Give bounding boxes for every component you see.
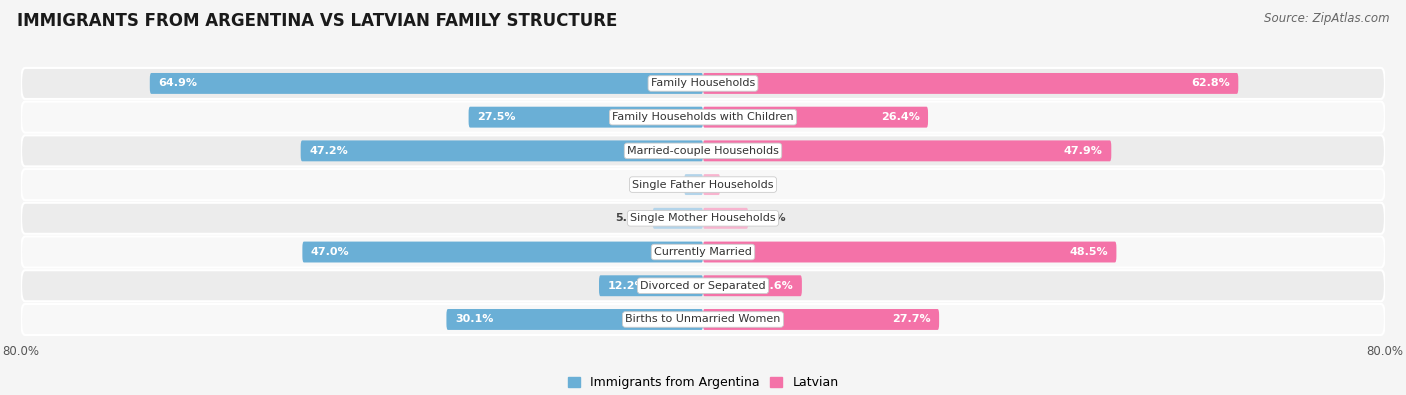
Text: 26.4%: 26.4% <box>880 112 920 122</box>
Text: Married-couple Households: Married-couple Households <box>627 146 779 156</box>
FancyBboxPatch shape <box>703 174 720 195</box>
Text: 47.2%: 47.2% <box>309 146 347 156</box>
Legend: Immigrants from Argentina, Latvian: Immigrants from Argentina, Latvian <box>562 371 844 394</box>
Text: 5.9%: 5.9% <box>614 213 645 223</box>
FancyBboxPatch shape <box>21 169 1385 200</box>
Text: IMMIGRANTS FROM ARGENTINA VS LATVIAN FAMILY STRUCTURE: IMMIGRANTS FROM ARGENTINA VS LATVIAN FAM… <box>17 12 617 30</box>
Text: 27.5%: 27.5% <box>477 112 516 122</box>
Text: 48.5%: 48.5% <box>1069 247 1108 257</box>
FancyBboxPatch shape <box>21 203 1385 234</box>
Text: 11.6%: 11.6% <box>755 281 793 291</box>
FancyBboxPatch shape <box>21 270 1385 301</box>
Text: 12.2%: 12.2% <box>607 281 647 291</box>
FancyBboxPatch shape <box>21 304 1385 335</box>
FancyBboxPatch shape <box>703 140 1111 161</box>
Text: Family Households with Children: Family Households with Children <box>612 112 794 122</box>
Text: Source: ZipAtlas.com: Source: ZipAtlas.com <box>1264 12 1389 25</box>
FancyBboxPatch shape <box>652 208 703 229</box>
Text: Family Households: Family Households <box>651 79 755 88</box>
FancyBboxPatch shape <box>703 107 928 128</box>
FancyBboxPatch shape <box>21 237 1385 267</box>
Text: 47.0%: 47.0% <box>311 247 350 257</box>
FancyBboxPatch shape <box>302 242 703 263</box>
Text: 64.9%: 64.9% <box>159 79 197 88</box>
FancyBboxPatch shape <box>703 73 1239 94</box>
FancyBboxPatch shape <box>703 309 939 330</box>
FancyBboxPatch shape <box>703 208 748 229</box>
Text: Single Mother Households: Single Mother Households <box>630 213 776 223</box>
FancyBboxPatch shape <box>301 140 703 161</box>
FancyBboxPatch shape <box>685 174 703 195</box>
Text: Births to Unmarried Women: Births to Unmarried Women <box>626 314 780 324</box>
FancyBboxPatch shape <box>447 309 703 330</box>
Text: 2.2%: 2.2% <box>647 180 678 190</box>
Text: Divorced or Separated: Divorced or Separated <box>640 281 766 291</box>
Text: Currently Married: Currently Married <box>654 247 752 257</box>
Text: 62.8%: 62.8% <box>1191 79 1230 88</box>
FancyBboxPatch shape <box>599 275 703 296</box>
FancyBboxPatch shape <box>150 73 703 94</box>
Text: 5.3%: 5.3% <box>755 213 786 223</box>
FancyBboxPatch shape <box>703 275 801 296</box>
Text: 30.1%: 30.1% <box>456 314 494 324</box>
Text: 27.7%: 27.7% <box>891 314 931 324</box>
Text: 47.9%: 47.9% <box>1064 146 1102 156</box>
FancyBboxPatch shape <box>703 242 1116 263</box>
FancyBboxPatch shape <box>21 102 1385 133</box>
FancyBboxPatch shape <box>468 107 703 128</box>
FancyBboxPatch shape <box>21 68 1385 99</box>
Text: Single Father Households: Single Father Households <box>633 180 773 190</box>
FancyBboxPatch shape <box>21 135 1385 166</box>
Text: 2.0%: 2.0% <box>727 180 758 190</box>
